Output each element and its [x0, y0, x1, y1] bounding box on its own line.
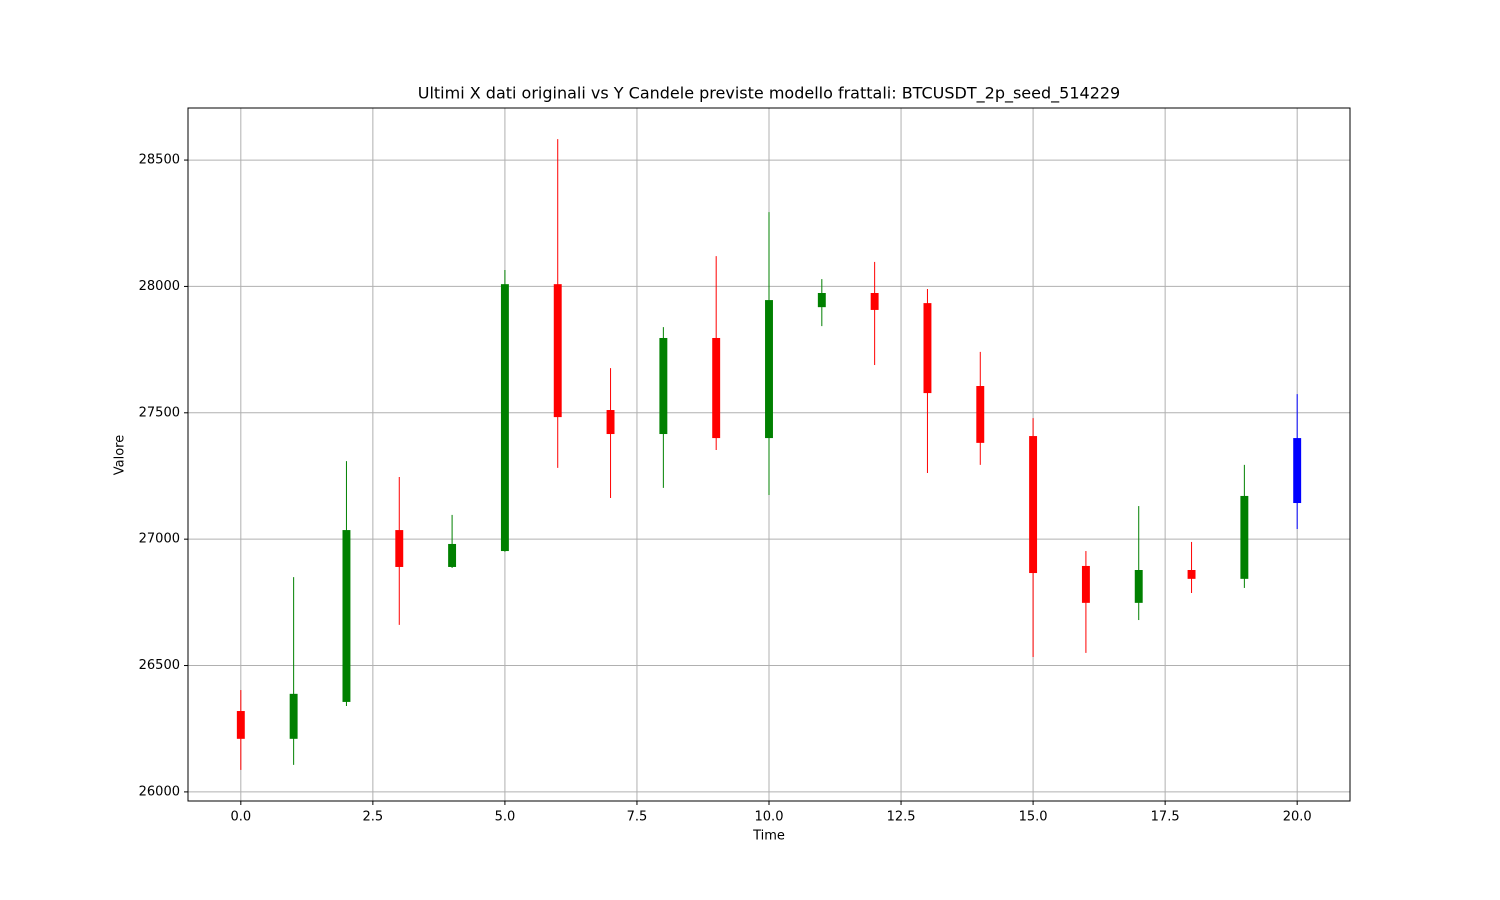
candle-body	[712, 337, 721, 439]
candle-body	[1293, 438, 1302, 504]
candle-body	[448, 543, 457, 567]
candle-body	[817, 293, 826, 308]
candle-body	[765, 300, 773, 439]
candle-body	[395, 530, 404, 567]
y-tick-label: 26500	[139, 658, 180, 673]
y-tick-label: 28000	[139, 279, 180, 294]
plot-frame	[187, 107, 1351, 802]
x-tick-label: 0.0	[230, 810, 251, 825]
candle-body	[553, 284, 562, 418]
x-tick-label: 17.5	[1151, 810, 1180, 825]
candle-body	[500, 284, 509, 552]
y-tick-label: 27000	[139, 532, 180, 547]
x-tick-label: 10.0	[755, 810, 784, 825]
x-tick-label: 7.5	[627, 810, 648, 825]
candle-body	[870, 293, 879, 310]
y-tick-label: 27500	[139, 405, 180, 420]
y-axis-label: Valore	[113, 435, 128, 475]
candle-body	[1029, 436, 1038, 574]
candle-body	[289, 693, 298, 739]
candle-body	[1240, 495, 1249, 579]
candle-body	[1187, 570, 1196, 579]
x-tick-label: 20.0	[1283, 810, 1312, 825]
x-tick-label: 2.5	[363, 810, 384, 825]
candle-body	[606, 410, 615, 435]
y-tick-label: 26000	[139, 784, 180, 799]
candle-body	[1134, 570, 1143, 603]
candle-body	[342, 530, 351, 702]
x-tick-label: 12.5	[887, 810, 916, 825]
x-axis-label: Time	[752, 829, 785, 844]
candle-body	[236, 711, 245, 739]
candle-body	[923, 303, 932, 394]
candle-body	[659, 337, 668, 435]
candle-body	[1081, 565, 1090, 603]
y-tick-label: 28500	[139, 153, 180, 168]
chart-title: Ultimi X dati originali vs Y Candele pre…	[418, 84, 1120, 104]
x-tick-label: 5.0	[495, 810, 516, 825]
x-tick-label: 15.0	[1019, 810, 1048, 825]
candle-body	[976, 386, 985, 443]
